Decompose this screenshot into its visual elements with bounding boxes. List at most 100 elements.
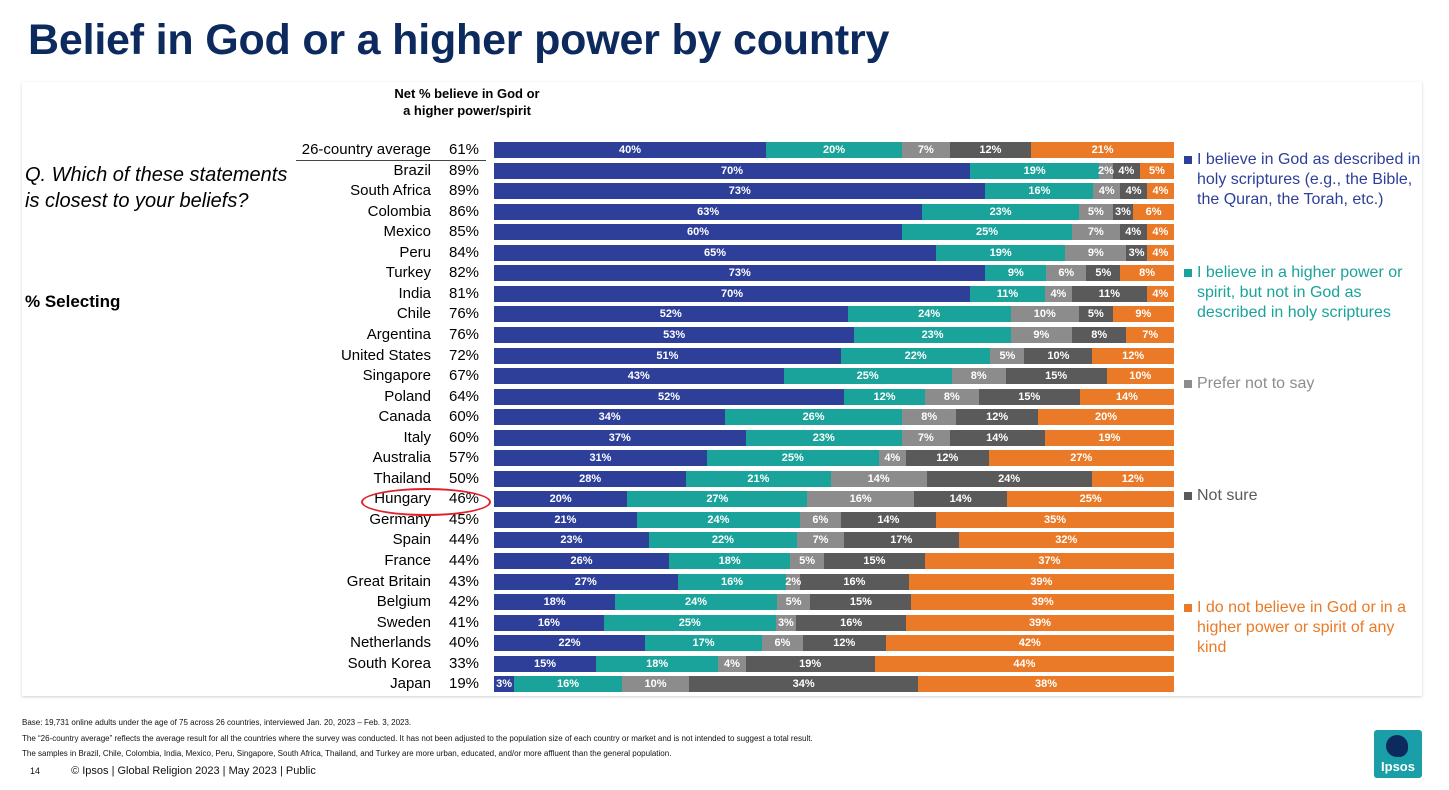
legend-item: I do not believe in God or in a higher p… (1184, 598, 1424, 658)
data-label: 11% (1098, 287, 1121, 300)
data-label: 25% (975, 226, 999, 239)
data-label: 14% (986, 431, 1009, 444)
bar-segment: 22% (648, 532, 797, 549)
bar-segment: 4% (1120, 183, 1148, 200)
data-label: 16% (840, 616, 863, 629)
bar-segment: 63% (494, 203, 923, 220)
bar-row: 63% 23% 5% 3% 6% (494, 203, 1174, 220)
data-label: 14% (1115, 390, 1138, 403)
bar-segment: 6% (799, 511, 841, 528)
data-label: 21% (747, 472, 770, 485)
bar-segment: 4% (1112, 162, 1140, 179)
bar-segment: 25% (706, 450, 879, 467)
bar-segment: 16% (985, 183, 1094, 200)
bar-row: 34% 26% 8% 12% 20% (494, 409, 1174, 426)
data-label: 18% (543, 596, 566, 609)
bar-segment: 15% (978, 388, 1080, 405)
bar-segment: 7% (902, 142, 950, 158)
bar-segment: 37% (494, 429, 746, 446)
data-label: 43% (627, 370, 650, 383)
bar-segment: 70% (494, 162, 970, 179)
data-label: 60% (686, 226, 710, 239)
legend-item: I believe in a higher power or spirit, b… (1184, 263, 1424, 323)
data-label: 12% (979, 144, 1002, 156)
data-label: 15% (533, 657, 557, 670)
country-label: United States (340, 346, 431, 364)
bar-row: 31% 25% 4% 12% 27% (494, 450, 1174, 467)
country-label: Netherlands (350, 634, 431, 652)
footnotes: Base: 19,731 online adults under the age… (22, 715, 813, 762)
country-label: Poland (384, 387, 431, 405)
bar-segment: 16% (807, 491, 914, 508)
data-label: 4% (1152, 287, 1169, 300)
bar-segment: 12% (1092, 347, 1174, 364)
bar-segment: 14% (830, 470, 927, 487)
footer-text: © Ipsos | Global Religion 2023 | May 202… (71, 765, 316, 777)
bar-segment: 7% (1126, 326, 1174, 343)
legend-swatch (1184, 156, 1192, 164)
data-label: 18% (646, 657, 669, 670)
country-label: Belgium (376, 593, 431, 611)
bar-segment: 6% (1046, 265, 1087, 282)
data-label: 7% (1142, 328, 1159, 341)
legend-label: Not sure (1197, 487, 1258, 504)
bar-segment: 6% (761, 635, 804, 652)
bar-row: 43% 25% 8% 15% 10% (494, 368, 1174, 385)
bar-segment: 8% (901, 409, 957, 426)
bar-segment: 27% (494, 573, 678, 590)
data-label: 8% (1139, 267, 1155, 280)
bar-segment: 3% (494, 676, 515, 693)
footnote-samples: The samples in Brazil, Chile, Colombia, … (22, 749, 672, 758)
net-value: 84% (449, 243, 480, 261)
legend-label: I do not believe in God or in a higher p… (1197, 599, 1407, 656)
net-value: 86% (449, 202, 480, 220)
data-label: 73% (728, 185, 751, 198)
bar-segment: 14% (1079, 388, 1174, 405)
bar-row: 27% 16% 2% 16% 39% (494, 573, 1174, 590)
footnote-base: Base: 19,731 online adults under the age… (22, 718, 412, 727)
bar-segment: 12% (906, 450, 989, 467)
net-value: 61% (449, 141, 480, 158)
data-label: 3% (1128, 246, 1145, 259)
bar-segment: 10% (1106, 368, 1174, 385)
data-label: 4% (1098, 185, 1115, 198)
data-label: 15% (1018, 390, 1041, 403)
net-value: 44% (449, 552, 480, 569)
net-value: 60% (449, 428, 480, 446)
data-label: 15% (849, 596, 872, 609)
data-label: 21% (1091, 144, 1114, 156)
bar-row: 52% 12% 8% 15% 14% (494, 388, 1174, 405)
bar-row: 65% 19% 9% 3% 4% (494, 244, 1174, 261)
net-value: 85% (449, 223, 480, 241)
legend-label: I believe in God as described in holy sc… (1197, 151, 1421, 208)
data-label: 6% (1145, 205, 1162, 218)
data-label: 12% (873, 390, 896, 403)
bar-segment: 25% (1007, 491, 1174, 508)
page-title: Belief in God or a higher power by count… (28, 16, 890, 64)
data-label: 3% (1115, 205, 1131, 218)
data-label: 27% (706, 493, 729, 506)
data-label: 8% (1091, 328, 1108, 341)
net-value: 72% (449, 346, 480, 364)
bar-segment: 16% (677, 573, 787, 590)
net-value: 40% (449, 634, 480, 652)
bar-segment: 14% (949, 429, 1045, 446)
data-label: 10% (1129, 370, 1152, 383)
bar-segment: 3% (1126, 244, 1147, 261)
bar-segment: 18% (596, 655, 719, 672)
data-label: 4% (1050, 287, 1067, 300)
bar-row: 73% 9% 6% 5% 8% (494, 265, 1174, 282)
data-label: 20% (822, 144, 846, 156)
bar-segment: 24% (636, 511, 800, 528)
bar-segment: 5% (990, 347, 1025, 364)
data-label: 9% (1007, 267, 1024, 280)
net-value: 57% (449, 449, 480, 467)
country-label: Sweden (376, 613, 431, 631)
bar-segment: 18% (494, 594, 616, 611)
bar-segment: 51% (494, 347, 841, 364)
hungary-highlight-oval (361, 488, 491, 516)
data-label: 15% (1045, 370, 1068, 383)
data-label: 25% (781, 452, 804, 465)
country-label: South Africa (350, 182, 431, 200)
data-label: 4% (1152, 226, 1169, 239)
